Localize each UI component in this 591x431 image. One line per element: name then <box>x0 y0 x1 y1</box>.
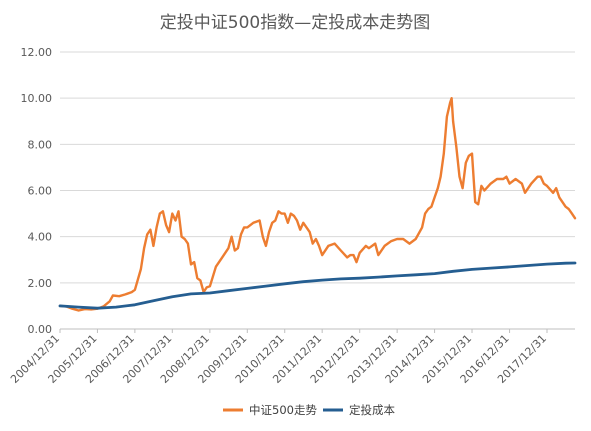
y-tick-label: 8.00 <box>28 138 53 151</box>
series-layer <box>58 97 577 312</box>
y-tick-label: 6.00 <box>28 185 53 198</box>
x-axis-labels: 2004/12/312005/12/312006/12/312007/12/31… <box>8 329 549 386</box>
y-tick-label: 0.00 <box>28 323 53 336</box>
chart-title: 定投中证500指数—定投成本走势图 <box>160 13 430 33</box>
y-tick-label: 12.00 <box>21 46 53 59</box>
y-tick-label: 2.00 <box>28 277 53 290</box>
legend-label-index: 中证500走势 <box>249 403 317 417</box>
legend-label-cost: 定投成本 <box>349 403 395 417</box>
legend: 中证500走势 定投成本 <box>223 403 395 417</box>
y-axis-labels: 0.00 2.00 4.00 6.00 8.00 10.00 12.00 <box>21 46 53 336</box>
y-tick-label: 10.00 <box>21 92 53 105</box>
series-line-index <box>58 97 577 312</box>
grid-layer <box>60 51 575 330</box>
series-line-cost <box>58 261 577 310</box>
y-tick-label: 4.00 <box>28 231 53 244</box>
